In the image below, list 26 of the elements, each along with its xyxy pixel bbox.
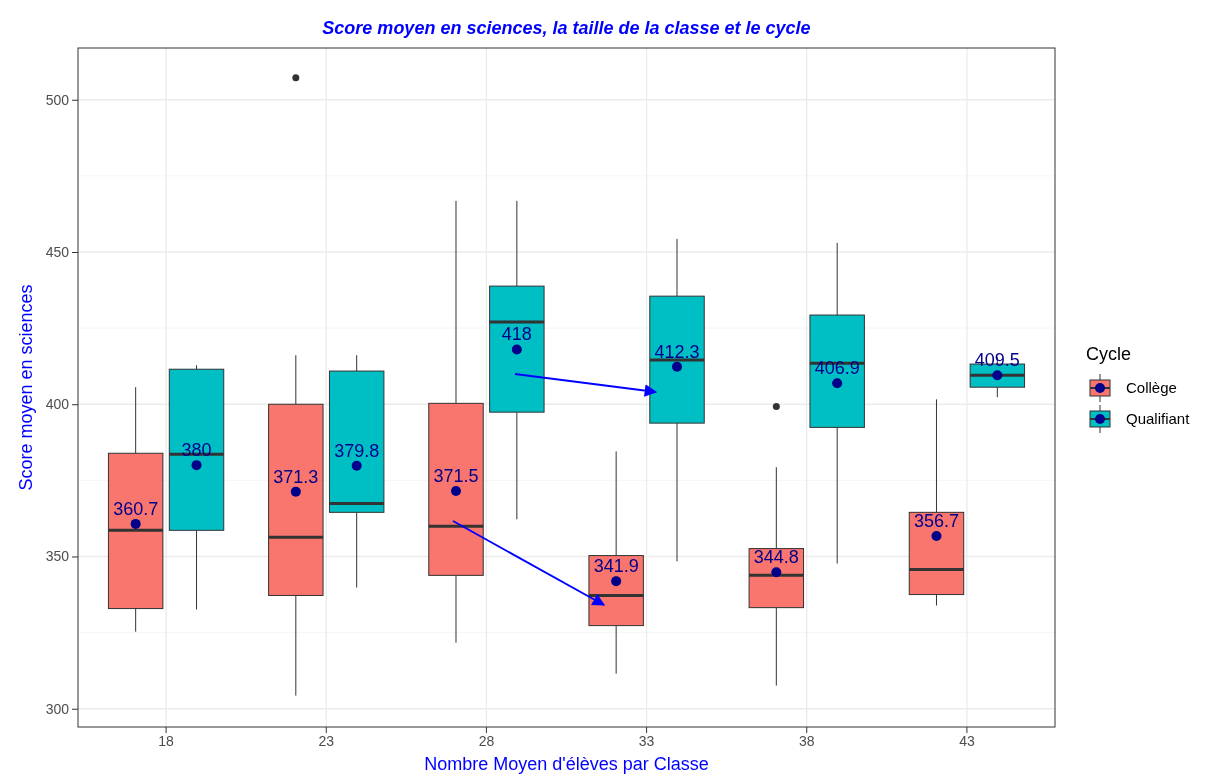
- data-label: 356.7: [913, 511, 959, 532]
- y-tick-label: 300: [45, 700, 70, 717]
- x-tick-label: 28: [478, 732, 495, 749]
- y-axis-title: Score moyen en sciences: [16, 284, 36, 491]
- chart-title: Score moyen en sciences, la taille de la classe et le cycle: [322, 18, 811, 38]
- data-label: 344.8: [753, 547, 799, 568]
- data-label: 418: [501, 324, 532, 345]
- legend-title: Cycle: [1086, 344, 1132, 364]
- y-tick-label: 350: [45, 548, 70, 565]
- data-label: 371.3: [273, 466, 319, 487]
- x-tick-label: 43: [959, 732, 975, 749]
- legend-label: Collège: [1126, 379, 1177, 396]
- y-tick-label: 450: [45, 243, 70, 260]
- y-tick-label: 400: [45, 396, 70, 413]
- x-axis-title: Nombre Moyen d'élèves par Classe: [424, 754, 709, 774]
- x-tick-label: 38: [798, 732, 815, 749]
- y-tick-label: 500: [45, 91, 70, 108]
- x-tick-label: 18: [158, 732, 175, 749]
- data-label: 360.7: [113, 498, 159, 519]
- data-label: 412.3: [654, 341, 700, 362]
- data-label: 371.5: [433, 466, 479, 487]
- legend-label: Qualifiant: [1126, 410, 1191, 427]
- data-label: 379.8: [334, 440, 380, 461]
- x-tick-label: 23: [318, 732, 335, 749]
- data-label: 341.9: [593, 556, 639, 577]
- x-tick-label: 33: [638, 732, 655, 749]
